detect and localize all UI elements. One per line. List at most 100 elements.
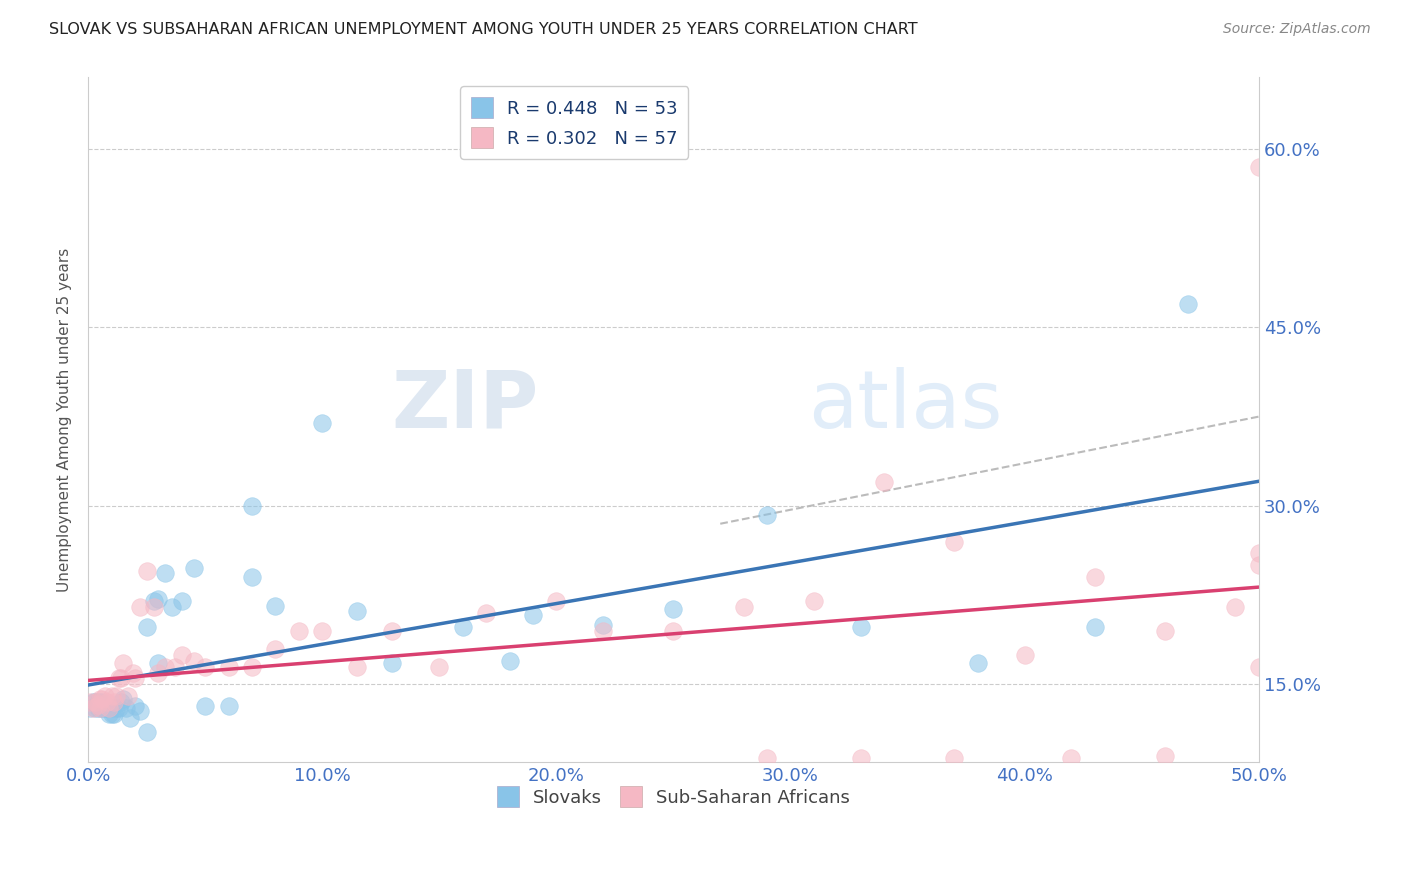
Point xyxy=(93,701,115,715)
Point xyxy=(148,665,170,680)
Point xyxy=(120,711,142,725)
Legend: Slovaks, Sub-Saharan Africans: Slovaks, Sub-Saharan Africans xyxy=(489,779,858,814)
Point xyxy=(89,695,111,709)
Point xyxy=(103,707,125,722)
Point xyxy=(427,659,450,673)
Point xyxy=(121,665,143,680)
Point xyxy=(107,672,129,686)
Point xyxy=(1247,547,1270,561)
Point xyxy=(592,618,614,632)
Point xyxy=(1154,748,1177,763)
Point xyxy=(112,691,135,706)
Point xyxy=(522,608,544,623)
Point xyxy=(114,701,136,715)
Point xyxy=(86,701,108,715)
Point xyxy=(849,620,872,634)
Y-axis label: Unemployment Among Youth under 25 years: Unemployment Among Youth under 25 years xyxy=(58,247,72,591)
Point xyxy=(82,695,104,709)
Point xyxy=(240,499,263,513)
Point xyxy=(103,695,125,709)
Point xyxy=(142,600,165,615)
Point xyxy=(592,624,614,638)
Point xyxy=(1247,558,1270,573)
Point xyxy=(288,624,311,638)
Point xyxy=(943,534,966,549)
Point xyxy=(381,656,404,670)
Point xyxy=(163,659,186,673)
Point xyxy=(264,599,287,613)
Point xyxy=(148,656,170,670)
Point xyxy=(128,600,150,615)
Point xyxy=(1084,620,1107,634)
Point xyxy=(155,659,177,673)
Point xyxy=(105,690,128,704)
Point xyxy=(84,695,107,709)
Point xyxy=(135,725,157,739)
Point xyxy=(117,690,139,704)
Text: SLOVAK VS SUBSAHARAN AFRICAN UNEMPLOYMENT AMONG YOUTH UNDER 25 YEARS CORRELATION: SLOVAK VS SUBSAHARAN AFRICAN UNEMPLOYMEN… xyxy=(49,22,918,37)
Point xyxy=(194,698,217,713)
Point xyxy=(112,656,135,670)
Point xyxy=(240,570,263,584)
Point xyxy=(1225,600,1247,615)
Point xyxy=(89,691,111,706)
Point xyxy=(89,701,111,715)
Point xyxy=(943,751,966,765)
Text: Source: ZipAtlas.com: Source: ZipAtlas.com xyxy=(1223,22,1371,37)
Point xyxy=(93,698,115,712)
Point xyxy=(756,508,779,523)
Point xyxy=(135,565,157,579)
Point xyxy=(546,594,568,608)
Point xyxy=(93,690,115,704)
Point xyxy=(96,701,118,715)
Point xyxy=(100,707,122,722)
Point xyxy=(124,672,146,686)
Point xyxy=(1084,570,1107,584)
Point xyxy=(79,695,101,709)
Point xyxy=(346,659,368,673)
Point xyxy=(849,751,872,765)
Point xyxy=(966,656,988,670)
Text: ZIP: ZIP xyxy=(391,367,538,445)
Point xyxy=(84,695,107,709)
Point xyxy=(110,695,132,709)
Point xyxy=(107,701,129,715)
Point xyxy=(110,672,132,686)
Point xyxy=(82,701,104,715)
Point xyxy=(183,654,205,668)
Point xyxy=(96,695,118,709)
Point xyxy=(105,701,128,715)
Point xyxy=(89,701,111,715)
Point xyxy=(98,701,121,715)
Point xyxy=(148,591,170,606)
Point xyxy=(84,701,107,715)
Point xyxy=(733,600,755,615)
Point xyxy=(311,624,333,638)
Point xyxy=(162,600,184,615)
Point xyxy=(91,695,114,709)
Point xyxy=(91,691,114,706)
Point xyxy=(142,594,165,608)
Point xyxy=(170,648,193,662)
Point xyxy=(218,659,240,673)
Point xyxy=(100,690,122,704)
Point xyxy=(1247,659,1270,673)
Point xyxy=(135,620,157,634)
Point xyxy=(451,620,474,634)
Point xyxy=(86,695,108,709)
Point xyxy=(240,659,263,673)
Point xyxy=(86,698,108,712)
Text: atlas: atlas xyxy=(808,367,1002,445)
Point xyxy=(98,707,121,722)
Point xyxy=(311,416,333,430)
Point xyxy=(1060,751,1083,765)
Point xyxy=(662,624,685,638)
Point xyxy=(218,698,240,713)
Point xyxy=(1177,296,1199,310)
Point xyxy=(1014,648,1036,662)
Point xyxy=(475,606,498,620)
Point xyxy=(100,701,122,715)
Point xyxy=(1247,160,1270,174)
Point xyxy=(803,594,825,608)
Point xyxy=(183,561,205,575)
